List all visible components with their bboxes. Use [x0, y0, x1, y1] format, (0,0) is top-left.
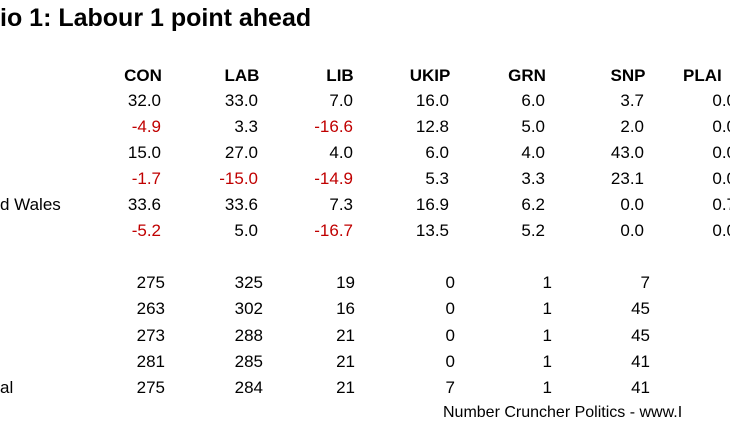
- cell: 1: [542, 326, 552, 345]
- cell: 33.6: [224, 195, 258, 214]
- cell: 275: [136, 378, 165, 397]
- cell: -15.0: [219, 169, 258, 188]
- row-label: al: [0, 378, 14, 397]
- cell: 7.3: [329, 195, 353, 214]
- cell: 1: [542, 352, 552, 371]
- cell: -16.6: [314, 117, 353, 136]
- cell: 1: [542, 299, 552, 318]
- cell: 16: [336, 299, 355, 318]
- column-header: LAB: [224, 66, 260, 85]
- cell: -4.9: [131, 117, 161, 136]
- cell: 43.0: [610, 143, 644, 162]
- cell: 0: [445, 299, 455, 318]
- cell: -5.2: [131, 221, 161, 240]
- cell: 45: [631, 326, 650, 345]
- cell: 23.1: [610, 169, 644, 188]
- cell: 284: [234, 378, 263, 397]
- cell: 0.0: [712, 169, 730, 188]
- cell: 0.0: [712, 91, 730, 110]
- cell: 325: [234, 273, 263, 292]
- cell: 6.2: [521, 195, 545, 214]
- cell: 7: [640, 273, 650, 292]
- footer: Number Cruncher Politics - www.I: [443, 404, 683, 421]
- cell: 5.0: [234, 221, 258, 240]
- cell: 21: [336, 378, 355, 397]
- column-header: UKIP: [409, 66, 451, 85]
- cell: 275: [136, 273, 165, 292]
- cell: 6.0: [521, 91, 545, 110]
- cell: -1.7: [131, 169, 161, 188]
- cell: 0.0: [620, 195, 644, 214]
- cell: 1: [542, 378, 552, 397]
- cell: 0.0: [620, 221, 644, 240]
- cell: 4.0: [329, 143, 353, 162]
- cell: 3.3: [521, 169, 545, 188]
- cell: 281: [136, 352, 165, 371]
- cell: 0.0: [712, 143, 730, 162]
- cell: 5.0: [521, 117, 545, 136]
- cell: 13.5: [415, 221, 449, 240]
- cell: 3.7: [620, 91, 644, 110]
- cell: 5.3: [425, 169, 449, 188]
- cell: 27.0: [224, 143, 258, 162]
- cell: 263: [136, 299, 165, 318]
- cell: 0.0: [712, 117, 730, 136]
- cell: 0: [445, 273, 455, 292]
- cell: 21: [336, 352, 355, 371]
- cell: 33.6: [127, 195, 161, 214]
- cell: 6.0: [425, 143, 449, 162]
- cell: 0.0: [712, 221, 730, 240]
- cell: 3.3: [234, 117, 258, 136]
- cell: 0: [445, 352, 455, 371]
- cell: 1: [542, 273, 552, 292]
- cell: 285: [234, 352, 263, 371]
- cell: 19: [336, 273, 355, 292]
- cell: 33.0: [224, 91, 258, 110]
- cell: -16.7: [314, 221, 353, 240]
- cell: 12.8: [415, 117, 449, 136]
- cell: 4.0: [521, 143, 545, 162]
- cell: 45: [631, 299, 650, 318]
- column-header: CON: [124, 66, 162, 85]
- cell: 32.0: [127, 91, 161, 110]
- cell: -14.9: [314, 169, 353, 188]
- cell: 302: [234, 299, 263, 318]
- cell: 16.9: [415, 195, 449, 214]
- cell: 0.7: [712, 195, 730, 214]
- row-label: d Wales: [0, 195, 61, 214]
- cell: 21: [336, 326, 355, 345]
- cell: 41: [631, 352, 650, 371]
- cell: 15.0: [127, 143, 161, 162]
- cell: 2.0: [620, 117, 644, 136]
- cell: 7.0: [329, 91, 353, 110]
- cell: 41: [631, 378, 650, 397]
- cell: 288: [234, 326, 263, 345]
- column-header: SNP: [610, 66, 646, 85]
- cell: 5.2: [521, 221, 545, 240]
- cell: 16.0: [415, 91, 449, 110]
- cell: 7: [445, 378, 455, 397]
- cell: 273: [136, 326, 165, 345]
- column-header: GRN: [508, 66, 546, 85]
- cell: 0: [445, 326, 455, 345]
- title: io 1: Labour 1 point ahead: [0, 4, 312, 32]
- column-header: PLAI: [683, 66, 722, 85]
- column-header: LIB: [326, 66, 354, 85]
